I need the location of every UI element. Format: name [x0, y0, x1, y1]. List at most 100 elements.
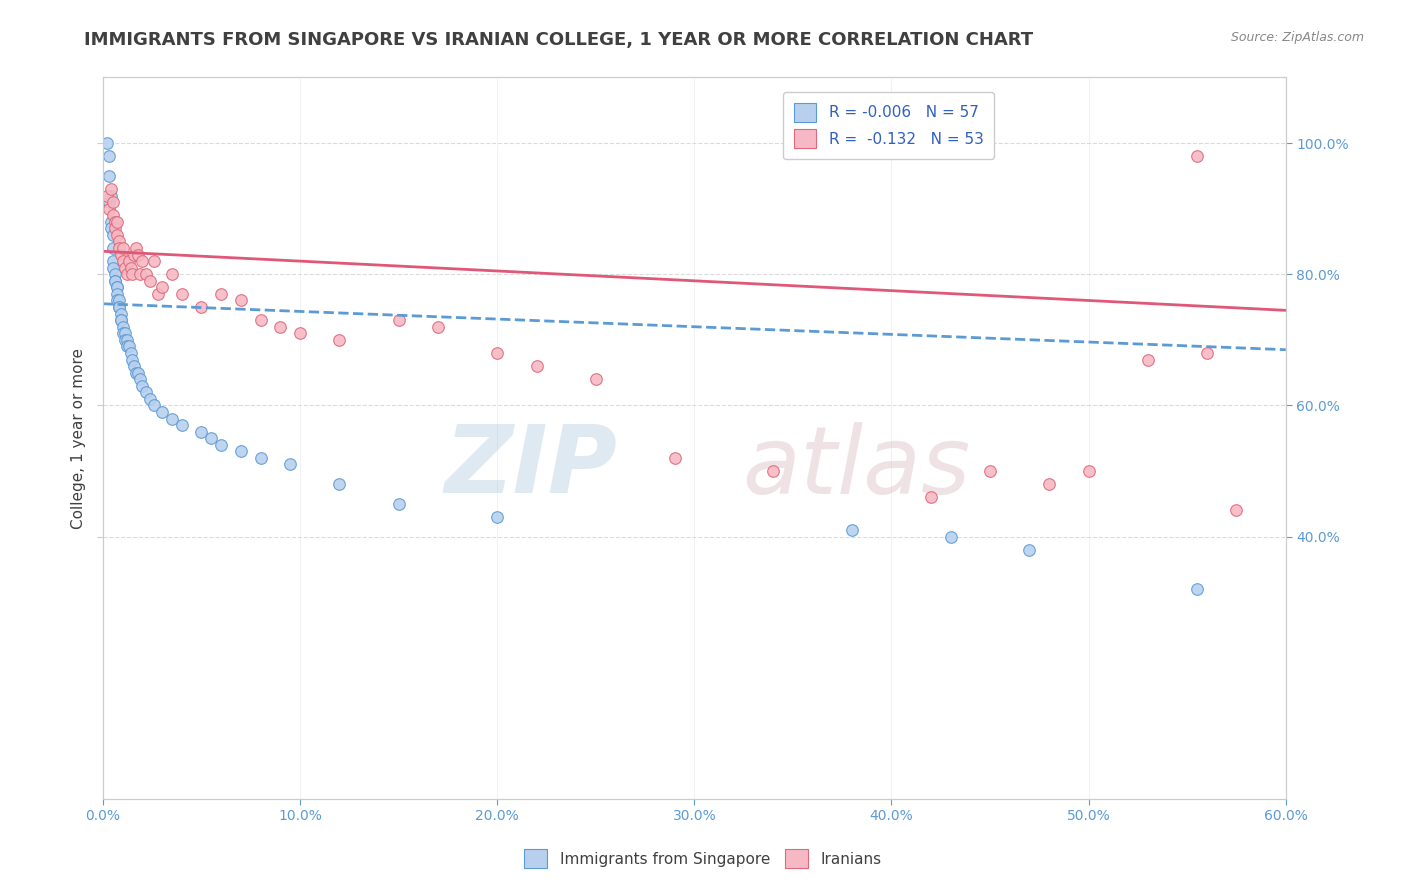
Text: atlas: atlas — [741, 422, 970, 513]
Text: Source: ZipAtlas.com: Source: ZipAtlas.com — [1230, 31, 1364, 45]
Point — [762, 464, 785, 478]
Point — [104, 215, 127, 229]
Point — [115, 267, 138, 281]
Point — [486, 510, 509, 524]
Point — [124, 359, 146, 373]
Point — [1038, 477, 1060, 491]
Point — [110, 307, 132, 321]
Legend: R = -0.006   N = 57, R =  -0.132   N = 53: R = -0.006 N = 57, R = -0.132 N = 53 — [783, 92, 994, 159]
Point — [1225, 503, 1247, 517]
Point — [131, 254, 153, 268]
Point — [125, 241, 148, 255]
Point — [1185, 582, 1208, 596]
Point — [111, 254, 134, 268]
Point — [121, 267, 143, 281]
Point — [101, 241, 124, 255]
Point — [110, 247, 132, 261]
Point — [209, 287, 232, 301]
Point — [249, 450, 271, 465]
Point — [100, 188, 122, 202]
Point — [105, 215, 128, 229]
Point — [117, 339, 139, 353]
Point — [97, 169, 120, 183]
Point — [120, 346, 142, 360]
Point — [1185, 149, 1208, 163]
Point — [388, 497, 411, 511]
Point — [288, 326, 311, 341]
Point — [249, 313, 271, 327]
Point — [139, 392, 162, 406]
Point — [101, 227, 124, 242]
Point — [190, 300, 212, 314]
Point — [146, 287, 169, 301]
Point — [209, 438, 232, 452]
Point — [105, 280, 128, 294]
Point — [114, 333, 136, 347]
Point — [979, 464, 1001, 478]
Text: ZIP: ZIP — [444, 421, 617, 513]
Point — [115, 339, 138, 353]
Point — [143, 399, 166, 413]
Point — [110, 313, 132, 327]
Point — [841, 523, 863, 537]
Point — [278, 458, 301, 472]
Point — [101, 254, 124, 268]
Point — [170, 418, 193, 433]
Point — [664, 450, 686, 465]
Point — [125, 366, 148, 380]
Point — [104, 221, 127, 235]
Point — [200, 431, 222, 445]
Point — [427, 319, 450, 334]
Point — [269, 319, 291, 334]
Point — [124, 247, 146, 261]
Point — [229, 444, 252, 458]
Point — [107, 241, 129, 255]
Point — [121, 352, 143, 367]
Point — [526, 359, 548, 373]
Point — [115, 333, 138, 347]
Point — [101, 195, 124, 210]
Point — [150, 405, 173, 419]
Point — [111, 326, 134, 341]
Point — [170, 287, 193, 301]
Point — [1195, 346, 1218, 360]
Point — [96, 136, 118, 150]
Point — [920, 491, 942, 505]
Point — [101, 208, 124, 222]
Point — [127, 366, 149, 380]
Point — [328, 477, 350, 491]
Point — [486, 346, 509, 360]
Point — [585, 372, 607, 386]
Point — [139, 274, 162, 288]
Point — [229, 293, 252, 308]
Point — [107, 293, 129, 308]
Point — [105, 227, 128, 242]
Point — [160, 411, 183, 425]
Point — [1077, 464, 1099, 478]
Legend: Immigrants from Singapore, Iranians: Immigrants from Singapore, Iranians — [517, 841, 889, 875]
Point — [101, 260, 124, 275]
Point — [328, 333, 350, 347]
Point — [104, 274, 127, 288]
Point — [100, 182, 122, 196]
Point — [129, 372, 152, 386]
Point — [131, 378, 153, 392]
Point — [107, 300, 129, 314]
Point — [100, 215, 122, 229]
Point — [104, 274, 127, 288]
Point — [127, 247, 149, 261]
Point — [150, 280, 173, 294]
Point — [114, 326, 136, 341]
Point — [190, 425, 212, 439]
Point — [105, 287, 128, 301]
Point — [105, 280, 128, 294]
Point — [939, 530, 962, 544]
Point — [129, 267, 152, 281]
Point — [135, 267, 157, 281]
Point — [114, 260, 136, 275]
Point — [107, 235, 129, 249]
Point — [107, 300, 129, 314]
Point — [111, 241, 134, 255]
Text: IMMIGRANTS FROM SINGAPORE VS IRANIAN COLLEGE, 1 YEAR OR MORE CORRELATION CHART: IMMIGRANTS FROM SINGAPORE VS IRANIAN COL… — [84, 31, 1033, 49]
Point — [388, 313, 411, 327]
